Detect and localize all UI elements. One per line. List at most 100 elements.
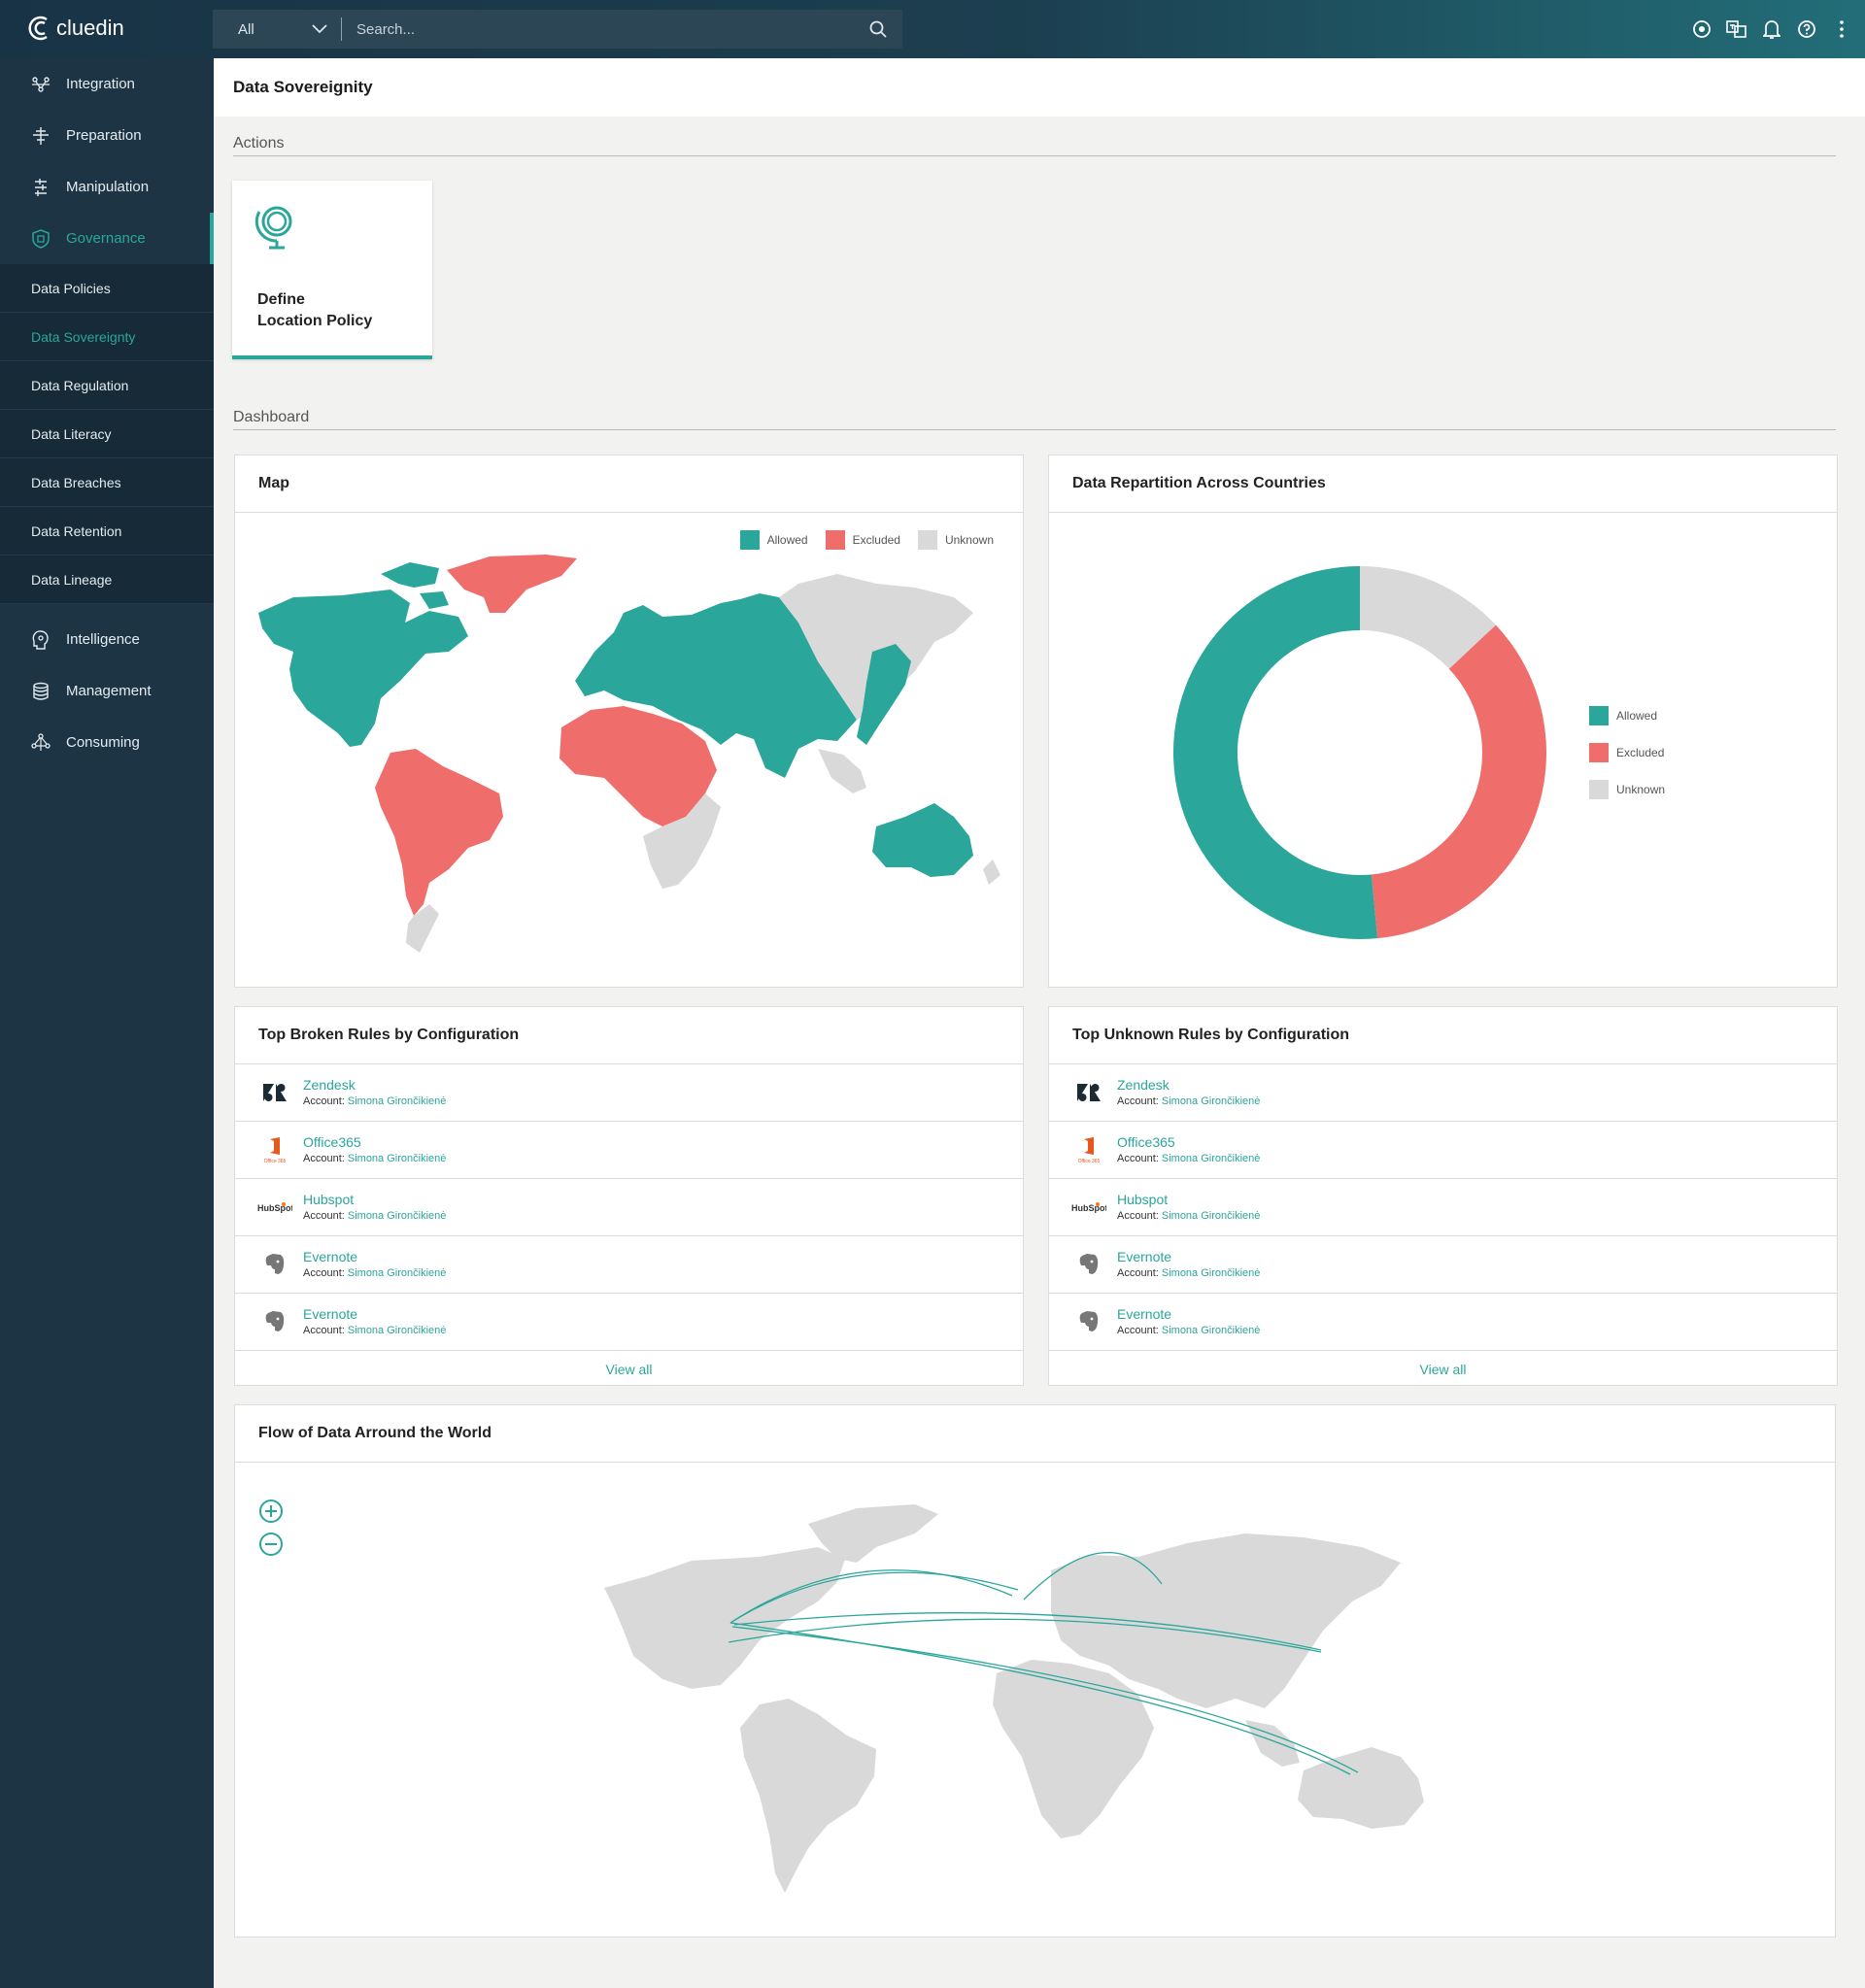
sidebar-item-manipulation[interactable]: Manipulation	[0, 161, 214, 213]
more-icon[interactable]	[1830, 17, 1853, 42]
rule-account: Account: Simona Girončikienė	[1117, 1265, 1260, 1281]
help-icon[interactable]	[1795, 17, 1818, 42]
rule-source-link[interactable]: Office365	[303, 1134, 361, 1150]
zoom-out-icon[interactable]	[258, 1532, 284, 1557]
svg-text:Office 365: Office 365	[264, 1159, 287, 1163]
rule-account-owner-link[interactable]: Simona Girončikienė	[1161, 1325, 1261, 1336]
eye-icon[interactable]	[1690, 17, 1713, 42]
translate-icon[interactable]	[1725, 17, 1748, 42]
rule-account-label: Account:	[303, 1267, 345, 1279]
evernote-icon	[256, 1307, 293, 1336]
governance-icon	[30, 228, 51, 250]
hubspot-icon: HubSpot	[1070, 1193, 1107, 1222]
card-line-1: Define	[257, 291, 305, 308]
search-button[interactable]	[854, 10, 902, 49]
evernote-icon	[256, 1250, 293, 1279]
define-location-policy-card[interactable]: Define Location Policy	[232, 181, 432, 359]
search-scope-select[interactable]: All	[213, 10, 341, 49]
rule-account-owner-link[interactable]: Simona Girončikienė	[347, 1267, 447, 1279]
sidebar-item-data-lineage[interactable]: Data Lineage	[0, 556, 214, 604]
unknown-rules-title: Top Unknown Rules by Configuration	[1049, 1007, 1837, 1064]
rule-source-link[interactable]: Zendesk	[1117, 1077, 1170, 1093]
rule-source-link[interactable]: Hubspot	[303, 1192, 355, 1207]
rule-account-label: Account:	[303, 1153, 345, 1164]
sidebar-item-data-literacy[interactable]: Data Literacy	[0, 410, 214, 458]
broken-rules-view-all-link[interactable]: View all	[605, 1362, 653, 1377]
manipulation-icon	[30, 177, 51, 198]
rule-account-owner-link[interactable]: Simona Girončikienė	[347, 1210, 447, 1222]
sidebar: Integration Preparation Manipulation Gov…	[0, 58, 214, 1988]
rule-row: Evernote Account: Simona Girončikienė	[235, 1294, 1023, 1351]
donut-legend-label-excluded: Excluded	[1616, 746, 1665, 759]
brand-logo[interactable]: cluedin	[27, 14, 124, 43]
donut-legend-swatch-allowed	[1589, 706, 1609, 725]
rule-account: Account: Simona Girončikienė	[303, 1323, 446, 1338]
sidebar-item-governance[interactable]: Governance	[0, 213, 214, 264]
map-region-europe	[575, 593, 857, 778]
map-region-southeast-asia	[818, 749, 866, 793]
map-region-canada-islands	[381, 562, 449, 609]
map-region-east-asia	[857, 644, 911, 745]
rule-source-link[interactable]: Evernote	[1117, 1249, 1172, 1264]
unknown-rules-view-all-link[interactable]: View all	[1419, 1362, 1467, 1377]
sidebar-item-intelligence[interactable]: Intelligence	[0, 614, 214, 665]
flow-arc	[1023, 1552, 1163, 1601]
rule-account-owner-link[interactable]: Simona Girončikienė	[347, 1325, 447, 1336]
rule-account-label: Account:	[1117, 1210, 1159, 1222]
rule-account-owner-link[interactable]: Simona Girončikienė	[347, 1095, 447, 1107]
rule-account-label: Account:	[303, 1210, 345, 1222]
zoom-in-icon[interactable]	[258, 1499, 284, 1524]
rule-source-link[interactable]: Zendesk	[303, 1077, 356, 1093]
chevron-down-icon	[312, 24, 327, 34]
map-panel: Map Allowed Excluded Unknown	[234, 455, 1024, 988]
data-repartition-panel: Data Repartition Across Countries Allowe…	[1048, 455, 1838, 988]
sidebar-item-label: Intelligence	[66, 631, 140, 648]
rule-source-link[interactable]: Evernote	[1117, 1306, 1172, 1322]
rule-account-owner-link[interactable]: Simona Girončikienė	[1161, 1095, 1261, 1107]
flow-region-greenland	[808, 1504, 938, 1563]
bell-icon[interactable]	[1760, 17, 1783, 42]
donut-legend-swatch-excluded	[1589, 743, 1609, 762]
sidebar-item-data-sovereignty[interactable]: Data Sovereignty	[0, 313, 214, 361]
sidebar-item-label: Manipulation	[66, 179, 150, 195]
rule-source-link[interactable]: Office365	[1117, 1134, 1175, 1150]
map-panel-title: Map	[235, 455, 1023, 513]
sidebar-item-data-regulation[interactable]: Data Regulation	[0, 361, 214, 410]
sidebar-item-preparation[interactable]: Preparation	[0, 110, 214, 161]
rule-account: Account: Simona Girončikienė	[1117, 1323, 1260, 1338]
rule-account-label: Account:	[1117, 1095, 1159, 1107]
search-input[interactable]	[342, 10, 854, 49]
rule-source-link[interactable]: Evernote	[303, 1249, 358, 1264]
define-location-policy-label: Define Location Policy	[257, 289, 423, 332]
office365-icon: Office 365	[1070, 1135, 1107, 1164]
data-repartition-title: Data Repartition Across Countries	[1049, 455, 1837, 513]
rule-text: Hubspot Account: Simona Girončikienė	[303, 1191, 446, 1224]
actions-section-label: Actions	[233, 135, 285, 152]
sidebar-item-integration[interactable]: Integration	[0, 58, 214, 110]
cluedin-logo-icon	[28, 16, 48, 41]
rule-account: Account: Simona Girončikienė	[1117, 1094, 1260, 1109]
sidebar-item-consuming[interactable]: Consuming	[0, 717, 214, 768]
sidebar-item-management[interactable]: Management	[0, 665, 214, 717]
rule-row: Evernote Account: Simona Girončikienė	[235, 1236, 1023, 1294]
sidebar-item-label: Integration	[66, 76, 135, 92]
rule-account-owner-link[interactable]: Simona Girončikienė	[1161, 1267, 1261, 1279]
rule-row: HubSpot Hubspot Account: Simona Girončikie…	[1049, 1179, 1837, 1236]
zendesk-icon	[256, 1078, 293, 1107]
rule-source-link[interactable]: Evernote	[303, 1306, 358, 1322]
flow-region-eurasia	[1051, 1533, 1401, 1708]
sidebar-item-data-policies[interactable]: Data Policies	[0, 264, 214, 313]
rule-account-owner-link[interactable]: Simona Girončikienė	[347, 1153, 447, 1164]
rule-account-owner-link[interactable]: Simona Girončikienė	[1161, 1210, 1261, 1222]
legend-swatch-excluded	[825, 530, 845, 550]
sidebar-item-data-breaches[interactable]: Data Breaches	[0, 458, 214, 507]
flow-arc	[728, 1618, 1322, 1653]
management-icon	[30, 681, 51, 702]
rule-source-link[interactable]: Hubspot	[1117, 1192, 1169, 1207]
rule-text: Office365 Account: Simona Girončikienė	[303, 1133, 446, 1166]
sidebar-item-data-retention[interactable]: Data Retention	[0, 507, 214, 556]
legend-swatch-unknown	[917, 530, 937, 550]
rule-account-owner-link[interactable]: Simona Girončikienė	[1161, 1153, 1261, 1164]
sidebar-item-label: Governance	[66, 230, 146, 247]
map-region-australia	[872, 803, 973, 877]
